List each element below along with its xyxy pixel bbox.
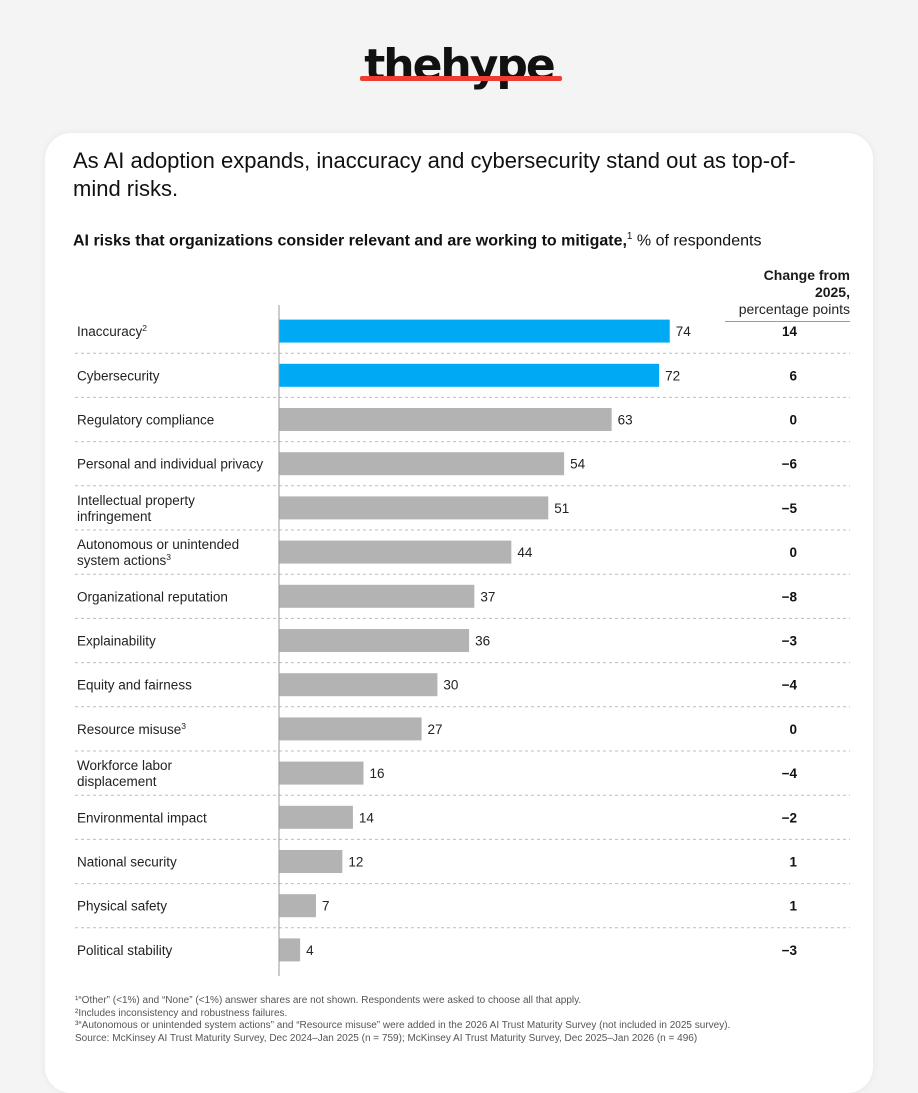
category-label: Environmental impact xyxy=(77,810,207,825)
change-value: −3 xyxy=(782,943,798,958)
value-label: 14 xyxy=(359,810,375,825)
change-value: −8 xyxy=(782,589,798,604)
bar xyxy=(279,894,316,918)
value-label: 27 xyxy=(428,722,443,737)
value-label: 7 xyxy=(322,899,330,914)
change-column-title: Change from 2025, xyxy=(763,267,850,300)
footnote-1: ¹“Other” (<1%) and “None” (<1%) answer s… xyxy=(75,995,582,1006)
bar xyxy=(279,408,612,431)
bar xyxy=(279,673,438,697)
category-label: National security xyxy=(77,855,177,870)
change-value: 0 xyxy=(789,722,797,737)
change-value: 6 xyxy=(789,368,797,383)
change-value: −5 xyxy=(782,501,798,516)
category-label: Workforce labor displacement xyxy=(77,758,173,789)
category-label: Personal and individual privacy xyxy=(77,457,263,472)
value-label: 37 xyxy=(480,589,495,604)
change-value: 14 xyxy=(782,324,798,339)
category-label: Cybersecurity xyxy=(77,368,160,383)
subtitle-bold: AI risks that organizations consider rel… xyxy=(73,232,627,250)
bar xyxy=(279,717,422,741)
category-label: Inaccuracy2 xyxy=(77,323,147,339)
bar xyxy=(279,363,660,387)
subtitle-footnote-marker: 1 xyxy=(626,231,633,242)
value-label: 51 xyxy=(554,501,569,516)
bar xyxy=(279,938,301,962)
category-label: Equity and fairness xyxy=(77,678,192,693)
value-label: 44 xyxy=(517,545,533,560)
chart-headline: As AI adoption expands, inaccuracy and c… xyxy=(73,148,796,201)
bar xyxy=(279,805,353,829)
change-value: −4 xyxy=(782,766,798,781)
category-label: Explainability xyxy=(77,634,156,649)
chart-card: As AI adoption expands, inaccuracy and c… xyxy=(45,133,873,1093)
bar xyxy=(279,319,670,343)
value-label: 4 xyxy=(306,943,314,958)
value-label: 63 xyxy=(618,413,633,428)
category-label: Organizational reputation xyxy=(77,589,228,604)
bar xyxy=(279,496,549,520)
category-label: Regulatory compliance xyxy=(77,413,214,428)
value-label: 16 xyxy=(369,766,384,781)
value-label: 12 xyxy=(348,855,363,870)
category-label: Physical safety xyxy=(77,899,167,914)
logo-text: thehype xyxy=(364,40,556,91)
footnote-3: ³“Autonomous or unintended system action… xyxy=(75,1020,731,1031)
bar xyxy=(279,452,565,476)
value-label: 36 xyxy=(475,634,490,649)
bar xyxy=(279,850,343,873)
bar xyxy=(279,584,475,608)
bar xyxy=(279,761,364,785)
value-label: 54 xyxy=(570,457,586,472)
bar xyxy=(279,629,470,652)
footnote-2: ²Includes inconsistency and robustness f… xyxy=(75,1007,288,1019)
category-label: Intellectual property infringement xyxy=(77,493,195,524)
change-column-header: Change from 2025, percentage points xyxy=(725,267,850,322)
change-value: −4 xyxy=(782,678,798,693)
category-label: Autonomous or unintended system actions3 xyxy=(77,537,239,568)
footnote-source: Source: McKinsey AI Trust Maturity Surve… xyxy=(75,1032,698,1044)
logo-underline xyxy=(360,76,562,81)
change-value: −6 xyxy=(782,457,798,472)
change-column-subtitle: percentage points xyxy=(738,301,850,317)
subtitle-unit: % of respondents xyxy=(632,232,762,250)
logo-wordmark: thehype xyxy=(360,36,562,96)
change-value: 1 xyxy=(789,855,797,870)
footnotes: ¹“Other” (<1%) and “None” (<1%) answer s… xyxy=(75,995,855,1045)
change-value: −3 xyxy=(782,634,798,649)
category-label: Political stability xyxy=(77,943,173,958)
change-value: 0 xyxy=(789,545,797,560)
brand-logo: thehype xyxy=(0,36,918,106)
value-label: 30 xyxy=(443,678,458,693)
category-label: Resource misuse3 xyxy=(77,721,186,737)
value-label: 74 xyxy=(676,324,692,339)
change-value: 0 xyxy=(789,413,797,428)
change-value: 1 xyxy=(789,899,797,914)
value-label: 72 xyxy=(665,368,680,383)
bar xyxy=(279,540,512,564)
change-value: −2 xyxy=(782,810,797,825)
chart-subtitle: AI risks that organizations consider rel… xyxy=(73,231,853,250)
